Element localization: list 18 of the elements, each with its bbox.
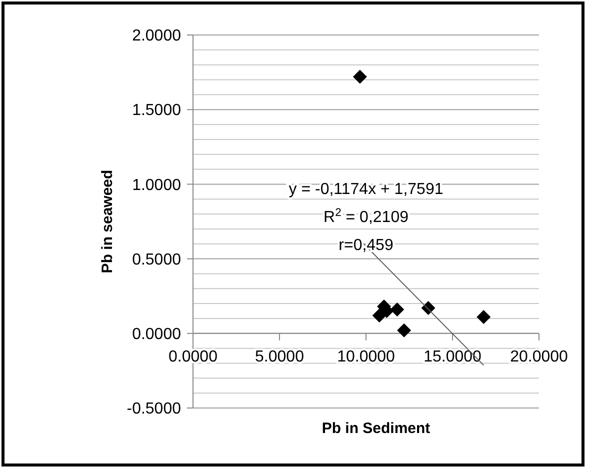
y-tick-label: -0.5000 bbox=[126, 400, 182, 418]
y-tick-label: 1.0000 bbox=[132, 176, 182, 194]
x-tick-label: 20.0000 bbox=[510, 348, 568, 366]
point bbox=[390, 302, 404, 317]
y-tick-label: 2.0000 bbox=[132, 28, 182, 45]
annotation: y = -0,1174x + 1,7591 bbox=[288, 180, 444, 198]
y-tick-label: 0.5000 bbox=[132, 251, 182, 268]
y-tick-label: 0.0000 bbox=[132, 326, 182, 343]
y-tick-label: 1.5000 bbox=[132, 102, 182, 120]
point bbox=[397, 323, 412, 338]
point bbox=[352, 70, 367, 84]
x-axis-title: Pb in Sediment bbox=[322, 420, 430, 437]
point bbox=[476, 310, 491, 324]
x-tick-label: 10.0000 bbox=[337, 348, 396, 366]
x-tick-label: 0.0000 bbox=[168, 348, 218, 366]
annotation: R$^{2}$ = 0,2109 bbox=[324, 206, 409, 226]
x-tick-label: 5.0000 bbox=[255, 348, 304, 366]
y-axis-title: Pb in seaweed bbox=[99, 170, 116, 274]
